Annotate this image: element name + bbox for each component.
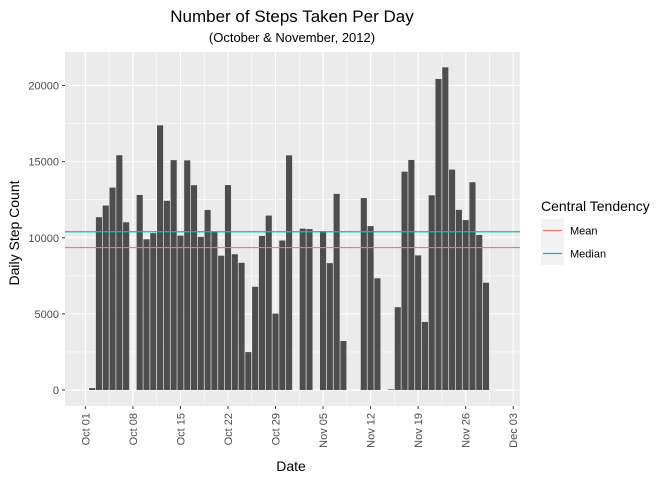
bar: [204, 209, 211, 391]
bar: [150, 233, 157, 391]
bar: [272, 313, 279, 391]
legend: Central Tendency Mean Median: [541, 198, 650, 265]
bar: [408, 159, 415, 391]
y-tick-label: 20000: [28, 80, 59, 92]
x-tick-label: Oct 22: [223, 413, 235, 445]
y-tick-label: 5000: [35, 309, 59, 321]
y-tick-label: 15000: [28, 157, 59, 169]
bar: [394, 307, 401, 391]
bar: [89, 388, 96, 391]
bar: [360, 198, 367, 391]
bar: [109, 187, 116, 391]
bar: [211, 231, 218, 391]
bar: [299, 228, 306, 391]
bar: [184, 160, 191, 391]
bar: [428, 195, 435, 391]
bar: [197, 236, 204, 391]
bar: [333, 193, 340, 391]
bar: [123, 222, 130, 391]
bar: [286, 155, 293, 391]
bar: [265, 215, 272, 391]
x-tick-label: Oct 01: [80, 413, 92, 445]
bar: [95, 217, 103, 391]
bar: [238, 262, 245, 391]
bar: [102, 205, 109, 391]
bar: [482, 282, 490, 391]
bar: [224, 185, 232, 391]
bar: [163, 200, 170, 391]
y-axis: 0 5000 10000 15000 20000: [28, 80, 65, 397]
x-axis: Oct 01 Oct 08 Oct 15 Oct 22 Oct 29 Nov 05 Nov …: [80, 406, 520, 448]
bar: [442, 67, 449, 391]
bar: [157, 125, 164, 391]
x-tick-label: Dec 03: [508, 413, 520, 448]
bar: [252, 286, 259, 391]
x-axis-title: Date: [276, 458, 306, 474]
bar: [170, 160, 177, 391]
chart-title: Number of Steps Taken Per Day: [170, 7, 414, 26]
bar: [415, 255, 422, 391]
x-tick-label: Nov 05: [318, 413, 330, 448]
bar: [231, 254, 238, 391]
bar: [367, 226, 374, 391]
legend-title: Central Tendency: [541, 198, 650, 214]
bar: [326, 263, 333, 391]
bar: [258, 235, 265, 391]
y-tick-label: 10000: [28, 233, 59, 245]
x-tick-label: Oct 29: [271, 413, 283, 445]
bar: [374, 278, 381, 391]
bar: [190, 185, 198, 391]
bar: [116, 155, 123, 391]
x-tick-label: Oct 08: [128, 413, 140, 445]
chart-subtitle: (October & November, 2012): [209, 30, 375, 45]
bar: [462, 220, 469, 391]
bar: [449, 169, 456, 391]
bar: [245, 352, 252, 391]
bar: [469, 182, 476, 391]
reference-lines: [65, 231, 520, 249]
y-tick-label: 0: [53, 385, 59, 397]
legend-label: Mean: [570, 226, 598, 238]
bar: [177, 235, 184, 391]
x-tick-label: Nov 19: [413, 413, 425, 448]
x-tick-label: Nov 12: [366, 413, 378, 448]
legend-label: Median: [570, 249, 606, 261]
bars: [89, 67, 490, 391]
bar: [218, 255, 225, 391]
bar: [435, 78, 442, 391]
bar: [455, 209, 462, 391]
bar: [306, 229, 313, 391]
x-tick-label: Oct 15: [175, 413, 187, 445]
bar: [340, 341, 347, 391]
bar: [476, 234, 483, 391]
bar: [320, 231, 327, 391]
bar: [279, 240, 286, 391]
bar: [136, 194, 143, 391]
x-tick-label: Nov 26: [461, 413, 473, 448]
bar: [143, 239, 150, 391]
bar: [421, 321, 428, 391]
bar: [401, 171, 408, 391]
bar: [387, 389, 395, 391]
y-axis-title: Daily Step Count: [6, 180, 22, 285]
